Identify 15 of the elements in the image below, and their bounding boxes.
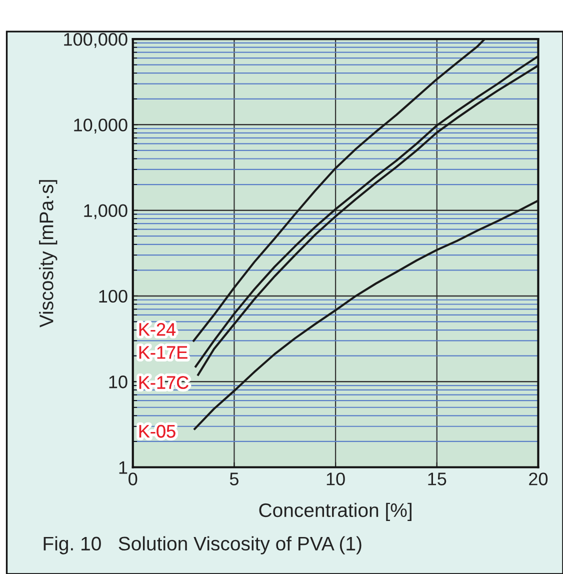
y-tick-label: 10 — [109, 376, 128, 388]
x-tick-label: 20 — [529, 472, 548, 486]
y-axis-title: Viscosity [mPa·s] — [39, 180, 58, 328]
x-tick-label: 0 — [128, 472, 138, 486]
y-tick-label: 100,000 — [64, 32, 128, 48]
y-tick-label: 1,000 — [84, 204, 128, 220]
y-tick-label: 100 — [99, 290, 128, 303]
caption: Fig. 10 Solution Viscosity of PVA (1) — [44, 536, 362, 554]
x-tick-label: 10 — [326, 472, 345, 486]
y-tick-label: 10,000 — [74, 118, 128, 134]
series-label: K-05 — [139, 424, 176, 438]
x-tick-label: 15 — [428, 472, 446, 486]
x-tick-label: 5 — [230, 472, 238, 486]
x-axis-title: Concentration [%] — [259, 502, 412, 521]
y-tick-label: 1 — [119, 461, 128, 474]
